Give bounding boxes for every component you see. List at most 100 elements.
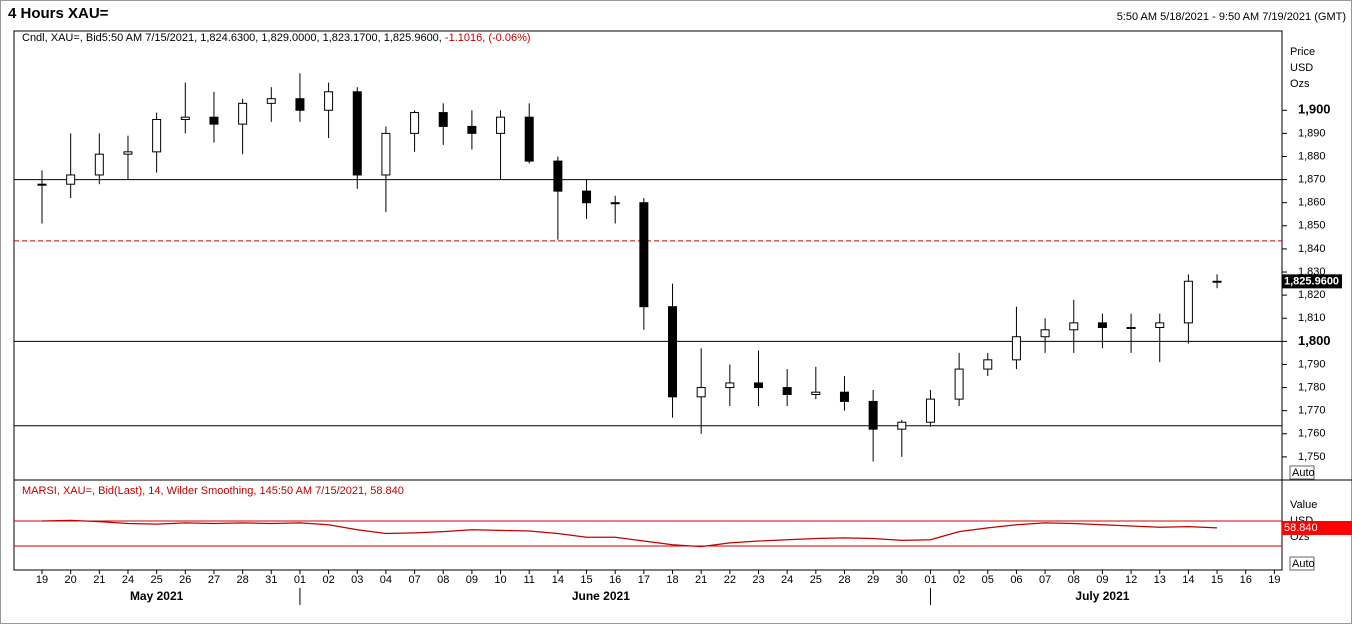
candle-body — [266, 98, 276, 104]
auto-label[interactable]: Auto — [1292, 558, 1315, 570]
y-tick-label: 1,840 — [1298, 243, 1326, 255]
x-tick-label: 19 — [36, 574, 48, 586]
chart-title: 4 Hours XAU= — [8, 5, 109, 22]
last-price-box — [1282, 274, 1342, 289]
x-tick-label: 04 — [380, 574, 392, 586]
y-tick-label: 1,760 — [1298, 428, 1326, 440]
y-tick-label: 1,770 — [1298, 405, 1326, 417]
candle-body — [668, 306, 678, 398]
x-tick-label: 28 — [236, 574, 248, 586]
candle-body — [897, 421, 907, 430]
y-tick-label: 1,790 — [1298, 358, 1326, 370]
x-tick-label: 23 — [752, 574, 764, 586]
legend-change: -1.1016, (-0.06%) — [445, 32, 531, 44]
candle-body — [1011, 336, 1021, 361]
candle-body — [811, 391, 821, 395]
candle-body — [209, 116, 219, 125]
candle-body — [696, 387, 706, 398]
x-tick-label: 13 — [1154, 574, 1166, 586]
candle-body — [180, 116, 190, 121]
candle-body — [66, 174, 76, 185]
x-tick-label: 10 — [494, 574, 506, 586]
candle-body — [123, 151, 133, 155]
last-value-box — [1282, 520, 1352, 535]
candle-body — [782, 387, 792, 395]
axis-label: Value — [1290, 499, 1317, 511]
month-label: June 2021 — [572, 589, 630, 603]
candle-body — [754, 382, 763, 389]
legend-text: Cndl, XAU=, Bid5:50 AM 7/15/2021, 1,824.… — [22, 32, 442, 44]
x-tick-label: 14 — [552, 574, 564, 586]
y-tick-label: 1,780 — [1298, 381, 1326, 393]
candle-body — [639, 202, 649, 308]
candle-body — [1126, 326, 1136, 329]
x-tick-label: 19 — [1268, 574, 1280, 586]
y-tick-label: 1,880 — [1298, 150, 1326, 162]
candle-body — [37, 183, 47, 186]
time-range: 5:50 AM 5/18/2021 - 9:50 AM 7/19/2021 (G… — [1117, 11, 1346, 23]
auto-label[interactable]: Auto — [1292, 467, 1315, 479]
x-tick-label: 25 — [810, 574, 822, 586]
y-tick-label: 1,860 — [1298, 197, 1326, 209]
candle-body — [94, 153, 104, 176]
x-tick-label: 01 — [294, 574, 306, 586]
candle-body — [1183, 280, 1193, 324]
month-label: July 2021 — [1075, 589, 1129, 603]
x-tick-label: 08 — [1068, 574, 1080, 586]
x-tick-label: 18 — [666, 574, 678, 586]
axis-label: Price — [1290, 46, 1315, 58]
x-tick-label: 14 — [1182, 574, 1194, 586]
candle-body — [553, 160, 563, 192]
auto-button[interactable] — [1289, 556, 1315, 571]
x-tick-label: 06 — [1010, 574, 1022, 586]
y-tick-label: 1,850 — [1298, 220, 1326, 232]
x-tick-label: 24 — [781, 574, 793, 586]
x-tick-label: 27 — [208, 574, 220, 586]
axis-label: USD — [1290, 62, 1313, 74]
x-tick-label: 24 — [122, 574, 134, 586]
candle-body — [238, 102, 248, 125]
candle-body — [352, 91, 362, 176]
auto-button[interactable] — [1289, 465, 1315, 480]
x-tick-label: 21 — [695, 574, 707, 586]
candle-body — [725, 382, 735, 389]
y-tick-label: 1,750 — [1298, 451, 1326, 463]
month-label: May 2021 — [130, 589, 184, 603]
y-tick-label: 1,900 — [1298, 102, 1331, 117]
y-tick-label: 1,890 — [1298, 127, 1326, 139]
candle-body — [954, 368, 964, 400]
x-tick-label: 05 — [982, 574, 994, 586]
candle-body — [295, 98, 305, 111]
candle-body — [582, 190, 592, 204]
candle-body — [983, 359, 993, 370]
candle-body — [324, 91, 334, 111]
x-tick-label: 22 — [724, 574, 736, 586]
x-tick-label: 09 — [466, 574, 478, 586]
candle-body — [381, 132, 391, 176]
candle-body — [610, 202, 620, 205]
x-tick-label: 03 — [351, 574, 363, 586]
x-tick-label: 09 — [1096, 574, 1108, 586]
candle-body — [1097, 322, 1107, 328]
x-tick-label: 12 — [1125, 574, 1137, 586]
x-tick-label: 28 — [838, 574, 850, 586]
x-tick-label: 16 — [609, 574, 621, 586]
candle-body — [839, 391, 849, 402]
candle-body — [496, 116, 506, 134]
candle-body — [524, 116, 534, 162]
y-tick-label: 1,870 — [1298, 173, 1326, 185]
candle-body — [1155, 322, 1165, 328]
y-tick-label: 1,800 — [1298, 333, 1331, 348]
x-tick-label: 07 — [1039, 574, 1051, 586]
x-tick-label: 08 — [437, 574, 449, 586]
last-price-label: 1,825.9600 — [1284, 275, 1339, 287]
x-tick-label: 02 — [953, 574, 965, 586]
x-tick-label: 31 — [265, 574, 277, 586]
candle-body — [410, 112, 420, 134]
x-tick-label: 02 — [322, 574, 334, 586]
x-tick-label: 25 — [151, 574, 163, 586]
rsi-legend: MARSI, XAU=, Bid(Last), 14, Wilder Smoot… — [22, 485, 404, 497]
x-tick-label: 30 — [896, 574, 908, 586]
x-tick-label: 15 — [1211, 574, 1223, 586]
